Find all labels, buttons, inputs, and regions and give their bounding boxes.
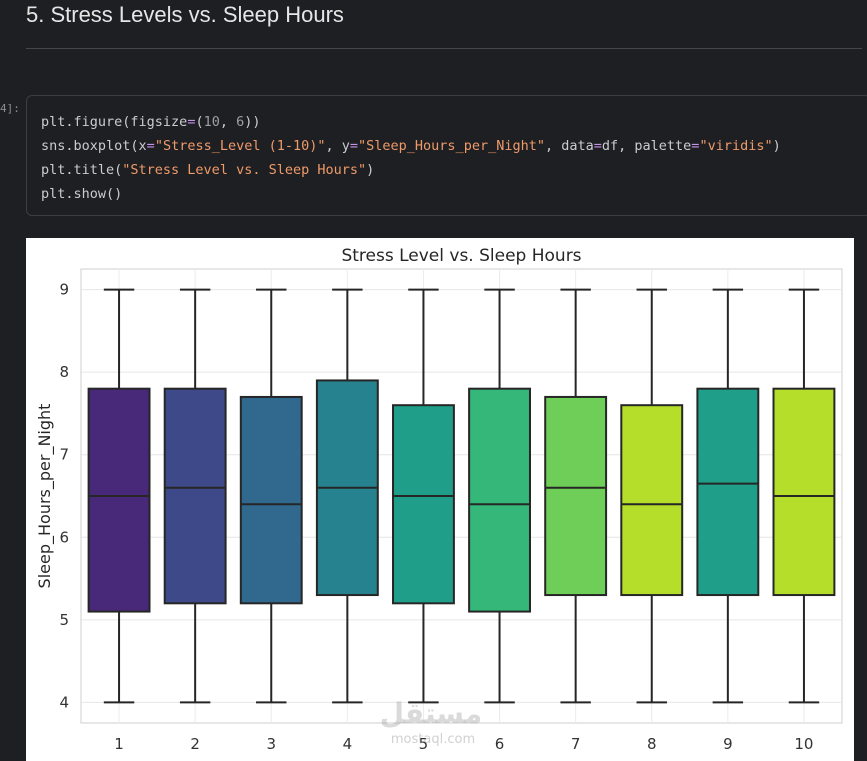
box — [163, 387, 227, 605]
box — [392, 404, 455, 605]
code-token: = — [593, 138, 602, 154]
code-token: ) — [772, 138, 781, 154]
x-tick-label: 3 — [266, 735, 276, 753]
x-tick-label: 1 — [114, 735, 124, 753]
y-axis-label: Sleep_Hours_per_Night — [35, 404, 55, 589]
box — [544, 395, 608, 597]
code-token: , y — [325, 138, 350, 154]
code-line: sns.boxplot(x="Stress_Level (1-10)", y="… — [41, 134, 781, 158]
code-token: plt.title( — [41, 162, 123, 178]
code-token: )) — [244, 114, 261, 130]
cell-prompt: 4]: — [0, 102, 20, 115]
code-token: ) — [366, 162, 375, 178]
heading-divider — [26, 48, 862, 49]
box — [696, 387, 760, 597]
y-tick-label: 8 — [59, 363, 69, 381]
x-tick-label: 7 — [571, 735, 581, 753]
code-token: plt.figure(figsize — [41, 114, 188, 130]
box — [620, 404, 684, 597]
x-tick-label: 10 — [794, 735, 813, 753]
code-token: = — [146, 138, 155, 154]
code-token: plt.show() — [41, 186, 123, 202]
box — [772, 387, 836, 597]
box — [239, 395, 303, 605]
section-heading: 5. Stress Levels vs. Sleep Hours — [26, 2, 344, 27]
x-tick-label: 9 — [723, 735, 733, 753]
code-token: = — [691, 138, 700, 154]
x-tick-label: 6 — [495, 735, 505, 753]
boxplot-chart: 4 5 6 7 8 9 1 2 3 4 5 6 7 8 9 10 Stress Level vs. Sleep … — [35, 246, 843, 761]
chart-title: Stress Level vs. Sleep Hours — [341, 246, 581, 266]
code-token: "Stress_Level (1-10)" — [154, 138, 326, 154]
code-token: "Sleep_Hours_per_Night" — [358, 138, 545, 154]
code-line: plt.figure(figsize=(10, 6)) — [41, 110, 781, 134]
code-line: plt.show() — [41, 182, 781, 206]
x-tick-label: 5 — [419, 735, 429, 753]
code-cell[interactable]: plt.figure(figsize=(10, 6)) sns.boxplot(x… — [26, 95, 867, 216]
code-token: = — [349, 138, 359, 154]
code-token: "viridis" — [699, 138, 773, 154]
code-token: 10 — [203, 114, 220, 130]
box — [87, 387, 151, 613]
code-token: df, palette — [601, 138, 692, 154]
y-tick-label: 4 — [59, 693, 69, 711]
x-tick-label: 2 — [190, 735, 200, 753]
y-tick-label: 7 — [59, 446, 69, 464]
code-line: plt.title("Stress Level vs. Sleep Hours"… — [41, 158, 781, 182]
code-editor[interactable]: plt.figure(figsize=(10, 6)) sns.boxplot(x… — [41, 110, 781, 206]
code-token: , — [219, 114, 237, 130]
code-token: "Stress Level vs. Sleep Hours" — [122, 162, 367, 178]
code-token: = — [187, 114, 196, 130]
x-tick-label: 4 — [343, 735, 353, 753]
x-tick-label: 8 — [647, 735, 657, 753]
y-tick-label: 6 — [59, 528, 69, 546]
x-axis-label: Stress_Level (1-10) — [385, 758, 538, 761]
code-token: ( — [195, 114, 204, 130]
cell-output: 4 5 6 7 8 9 1 2 3 4 5 6 7 8 9 10 Stress Level vs. Sleep … — [26, 238, 854, 761]
y-tick-label: 5 — [59, 611, 69, 629]
code-token: 6 — [236, 114, 245, 130]
code-token: sns.boxplot(x — [41, 138, 147, 154]
code-token: , data — [544, 138, 594, 154]
y-tick-label: 9 — [59, 281, 69, 299]
box — [468, 387, 531, 613]
watermark-site: mostaql.com — [391, 732, 475, 747]
